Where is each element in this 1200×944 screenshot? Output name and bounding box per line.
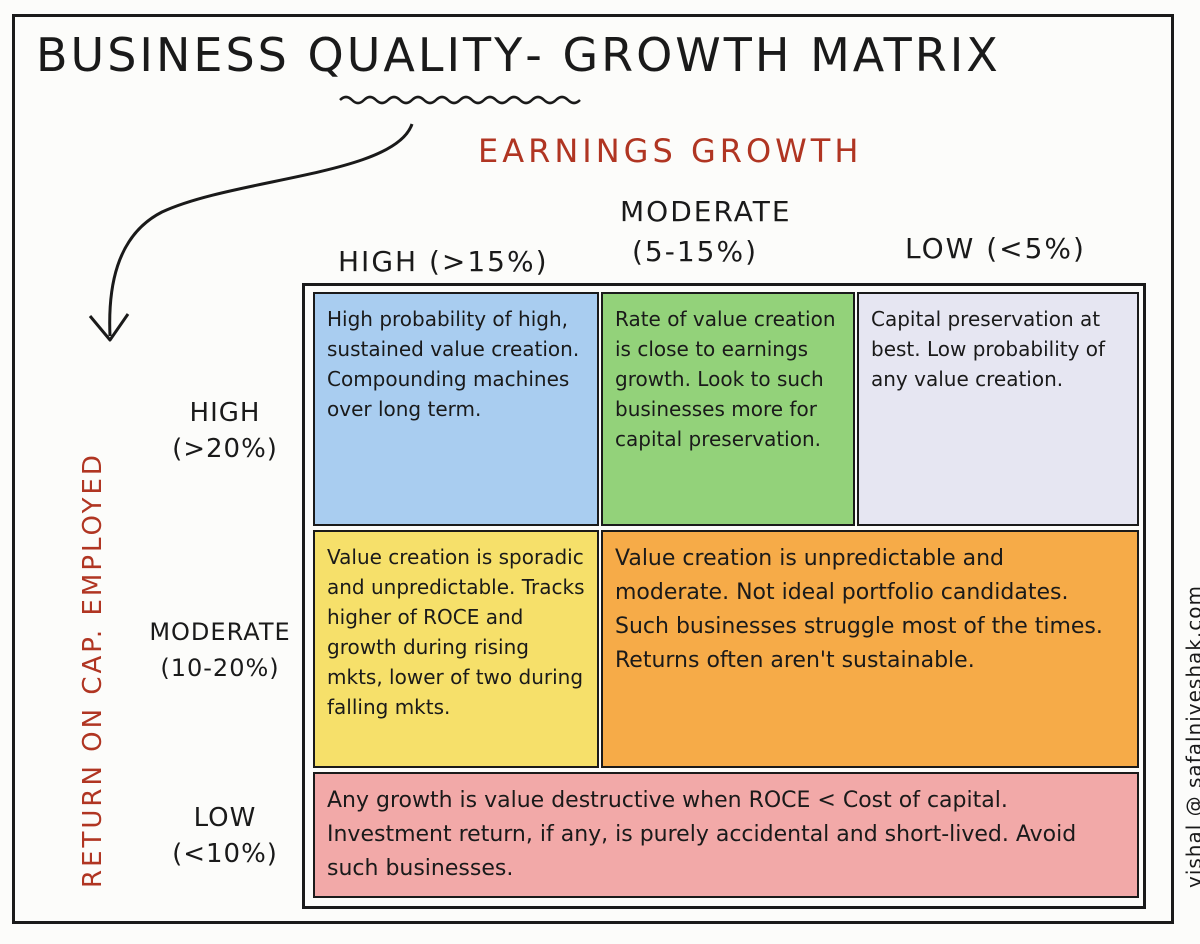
page-title: BUSINESS QUALITY- GROWTH MATRIX — [36, 28, 1001, 82]
title-part-growth-matrix: - GROWTH MATRIX — [525, 28, 1001, 82]
row-header-high-range: (>20%) — [172, 434, 278, 464]
matrix-grid: High probability of high, sustained valu… — [302, 283, 1146, 909]
cell-high-roce-moderate-growth: Rate of value creation is close to earni… — [601, 292, 855, 526]
y-axis-label: RETURN ON CAP. EMPLOYED — [78, 452, 108, 888]
column-header-high: HIGH (>15%) — [338, 245, 549, 278]
row-header-low-range: (<10%) — [172, 839, 278, 869]
row-header-low: LOW (<10%) — [150, 800, 300, 872]
column-header-moderate-range: (5-15%) — [632, 235, 758, 268]
column-header-moderate: MODERATE — [620, 195, 792, 228]
row-header-moderate: MODERATE (10-20%) — [136, 614, 304, 686]
row-header-high-name: HIGH — [189, 398, 261, 428]
row-header-high: HIGH (>20%) — [150, 395, 300, 467]
column-header-low: LOW (<5%) — [905, 232, 1086, 265]
cell-low-roce-all-growth: Any growth is value destructive when ROC… — [313, 772, 1139, 898]
title-part-quality: QUALITY — [307, 28, 526, 82]
quality-wavy-underline — [339, 95, 581, 105]
cell-high-roce-high-growth: High probability of high, sustained valu… — [313, 292, 599, 526]
author-credit: vishal @ safalniveshak.com — [1182, 585, 1200, 888]
row-header-low-name: LOW — [193, 803, 257, 833]
cell-moderate-roce-moderate-low-growth: Value creation is unpredictable and mode… — [601, 530, 1139, 768]
row-header-moderate-range: (10-20%) — [160, 654, 280, 682]
cell-moderate-roce-high-growth: Value creation is sporadic and unpredict… — [313, 530, 599, 768]
cell-high-roce-low-growth: Capital preservation at best. Low probab… — [857, 292, 1139, 526]
x-axis-label: EARNINGS GROWTH — [478, 132, 863, 170]
outer-frame — [12, 14, 1174, 924]
title-part-business: BUSINESS — [36, 28, 308, 82]
row-header-moderate-name: MODERATE — [149, 618, 291, 646]
